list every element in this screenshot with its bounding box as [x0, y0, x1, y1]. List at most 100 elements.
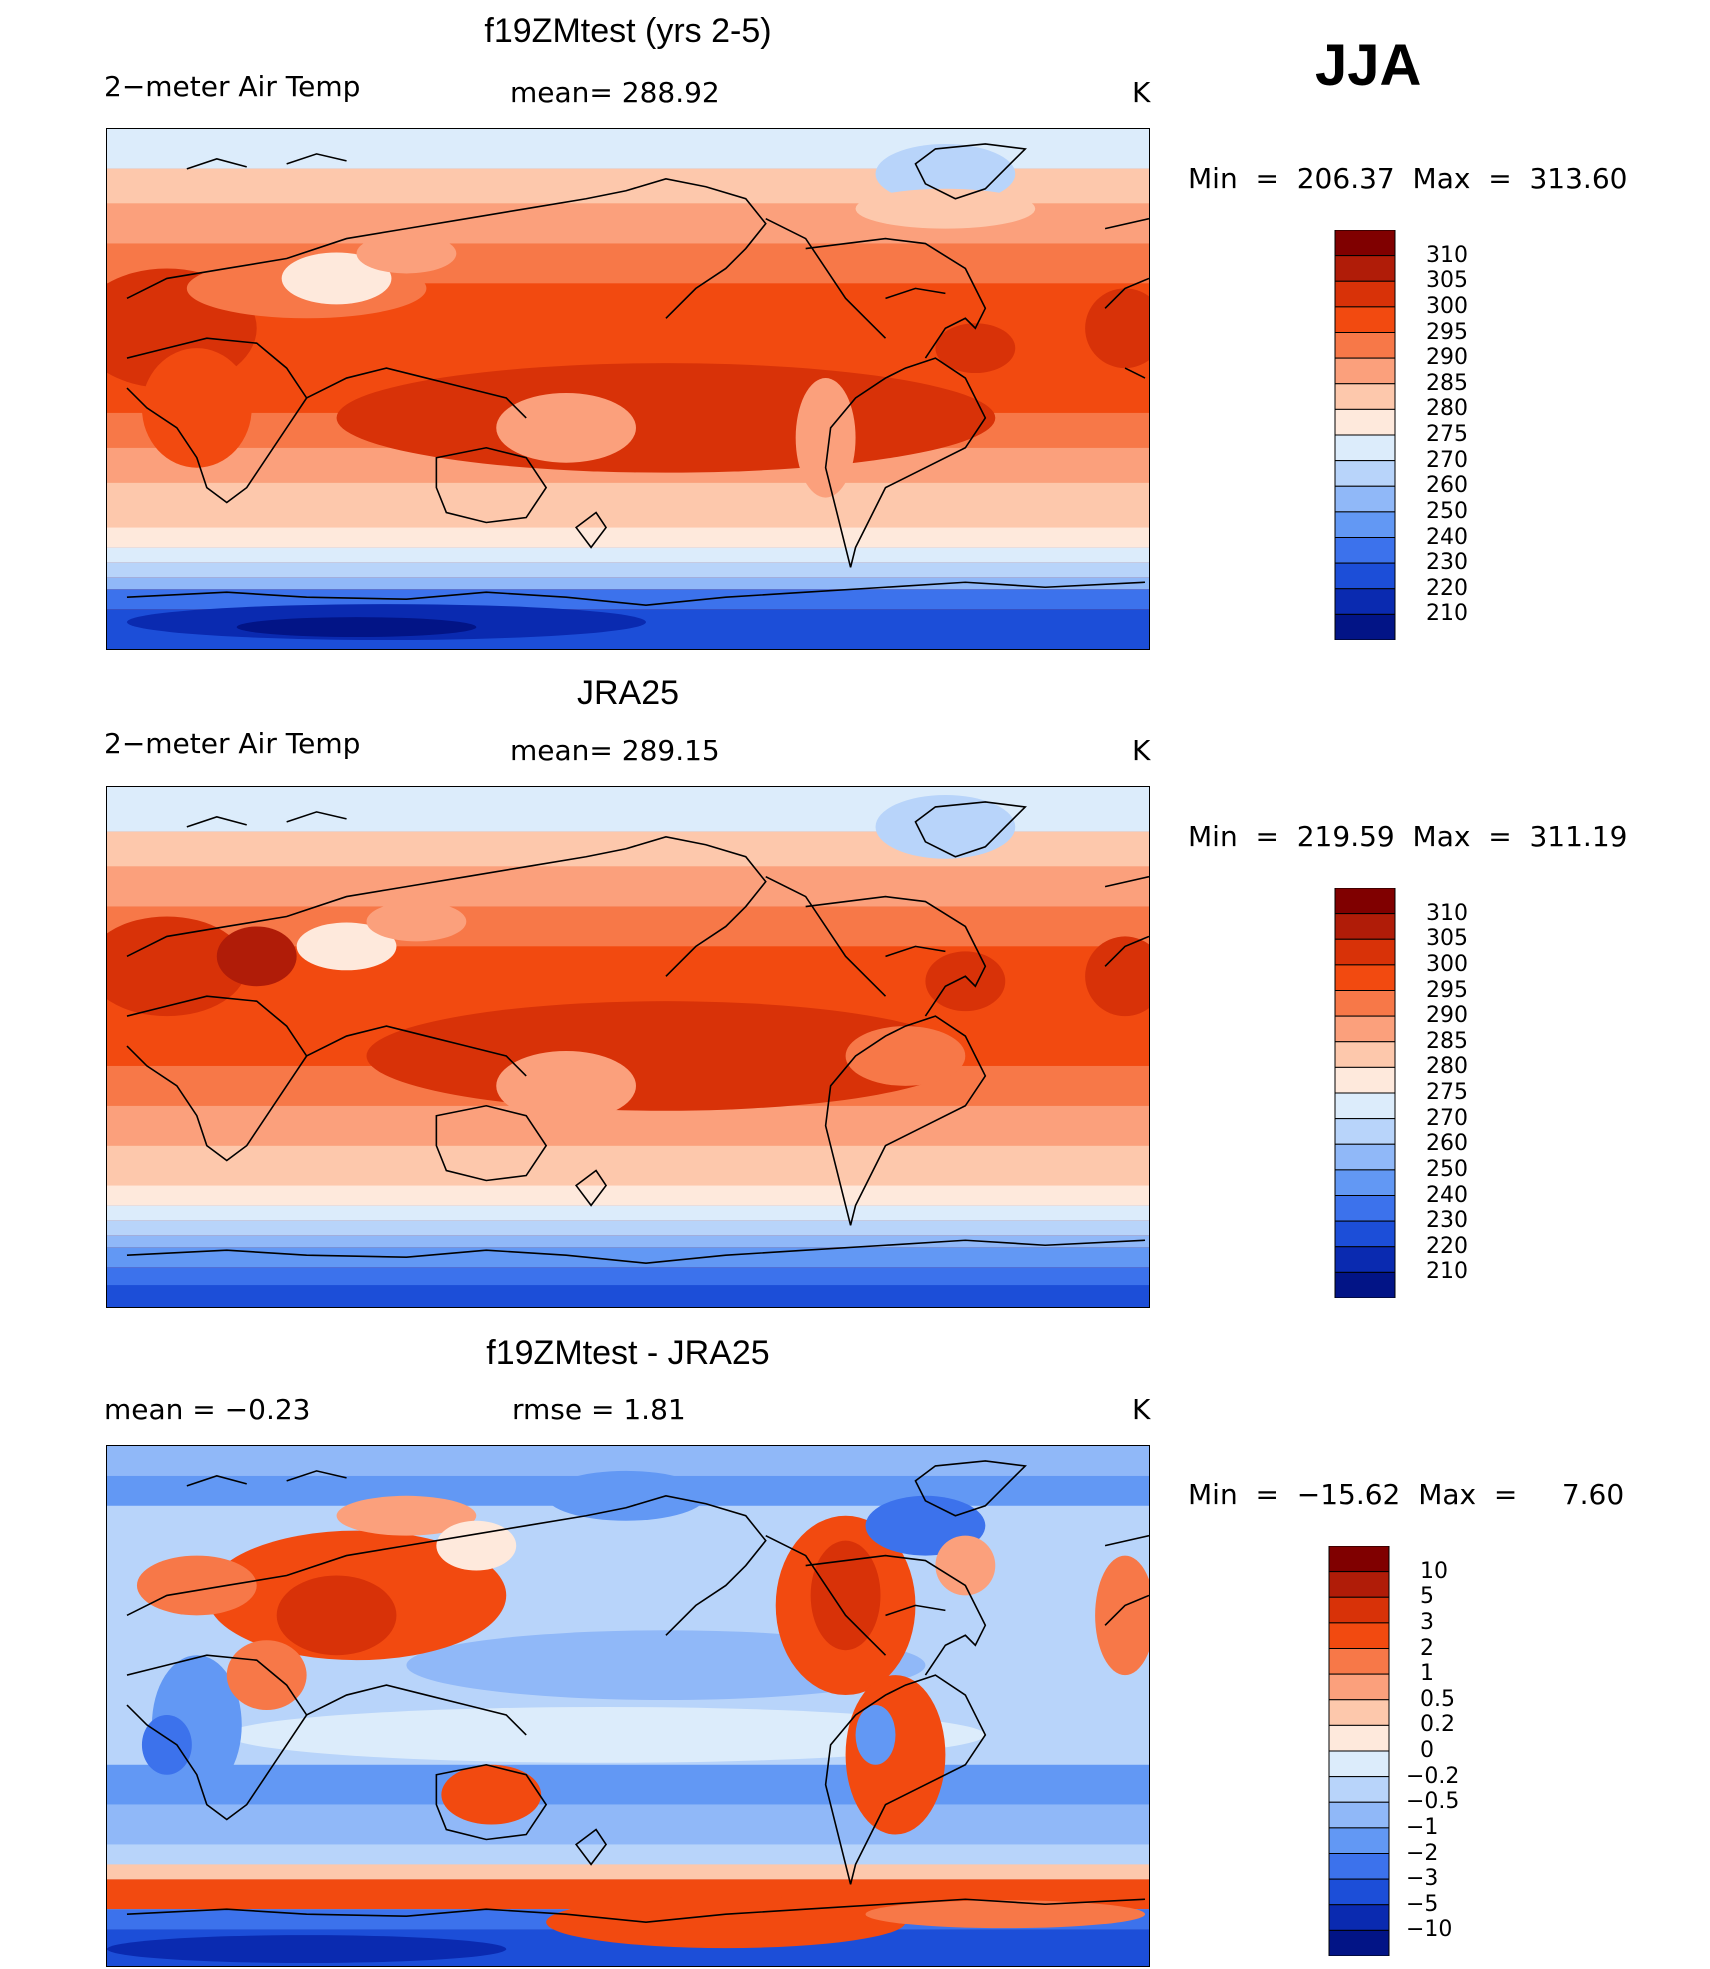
- colorbar-tick-label: −10: [1406, 1917, 1453, 1943]
- colorbar-swatch: [1328, 1622, 1390, 1649]
- panel-3-rmse-label: rmse = 1.81: [512, 1393, 686, 1426]
- colorbar-swatch: [1334, 434, 1396, 462]
- colorbar-swatch: [1334, 1143, 1396, 1171]
- colorbar-swatch: [1334, 1169, 1396, 1196]
- colorbar-tick-label: 270: [1426, 447, 1468, 473]
- panel-3-min-max: Min = −15.62 Max = 7.60: [1188, 1478, 1624, 1511]
- colorbar-tick-label: 275: [1426, 422, 1468, 447]
- colorbar-tick-label: 230: [1426, 1208, 1468, 1234]
- colorbar-tick-label: 280: [1426, 396, 1468, 422]
- colorbar-swatch: [1334, 230, 1396, 257]
- colorbar-tick-label: 295: [1426, 319, 1468, 345]
- colorbar-tick-label: 290: [1426, 345, 1468, 371]
- colorbar-tick-label: 210: [1426, 601, 1468, 627]
- panel-2-min-label: Min = 219.59: [1188, 820, 1395, 853]
- colorbar-swatch: [1328, 1801, 1390, 1829]
- colorbar-swatch: [1328, 1750, 1390, 1778]
- colorbar-tick-label: 260: [1426, 1131, 1468, 1157]
- colorbar-swatch: [1328, 1827, 1390, 1854]
- colorbar-swatch: [1328, 1648, 1390, 1675]
- colorbar-tick-label: 2: [1420, 1635, 1434, 1661]
- colorbar-swatch: [1334, 537, 1396, 564]
- colorbar-tick-label: 295: [1426, 977, 1468, 1003]
- panel-2-map: [106, 786, 1150, 1308]
- colorbar-tick-label: 230: [1426, 550, 1468, 576]
- panel-2-max-label: Max = 311.19: [1412, 820, 1628, 853]
- colorbar-tick-label: 270: [1426, 1105, 1468, 1131]
- colorbar-swatch: [1334, 255, 1396, 282]
- colorbar-swatch: [1334, 1246, 1396, 1273]
- colorbar-swatch: [1334, 1271, 1396, 1298]
- colorbar-swatch: [1334, 280, 1396, 308]
- colorbar-swatch: [1334, 913, 1396, 940]
- colorbar-swatch: [1328, 1571, 1390, 1598]
- panel-1-min-max: Min = 206.37 Max = 313.60: [1188, 162, 1627, 195]
- panel-3-map-field: [107, 1446, 1149, 1966]
- panel-3-mean-label: mean = −0.23: [104, 1393, 311, 1426]
- colorbar-tick-label: 240: [1426, 1182, 1468, 1208]
- colorbar-tick-label: 305: [1426, 268, 1468, 294]
- colorbar-tick-label: 250: [1426, 1156, 1468, 1182]
- colorbar-swatch: [1334, 1118, 1396, 1145]
- panel-2-colorbar-labels: 310 305 300 295 290 285 280 275 270 260 250 240 230 2…: [1412, 888, 1512, 1298]
- colorbar-swatch: [1334, 990, 1396, 1017]
- panel-1-colorbar-swatches: [1334, 230, 1396, 640]
- colorbar-tick-label: 210: [1426, 1259, 1468, 1285]
- colorbar-tick-label: 0: [1420, 1738, 1434, 1763]
- panel-1-map: [106, 128, 1150, 650]
- colorbar-swatch: [1334, 306, 1396, 333]
- colorbar-swatch: [1334, 588, 1396, 615]
- colorbar-swatch: [1334, 485, 1396, 513]
- panel-3-colorbar-swatches: [1328, 1546, 1390, 1956]
- panel-1-colorbar-labels: 310 305 300 295 290 285 280 275 270 260 250 240 230 2…: [1412, 230, 1512, 640]
- panel-3-min-label: Min = −15.62: [1188, 1478, 1401, 1511]
- panel-1-min-label: Min = 206.37: [1188, 162, 1395, 195]
- colorbar-tick-label: −0.2: [1406, 1763, 1460, 1789]
- colorbar-tick-label: 220: [1426, 575, 1468, 601]
- panel-3-map: [106, 1445, 1150, 1967]
- panel-3-max-label: Max = 7.60: [1418, 1478, 1625, 1511]
- panel-1-variable-label: 2−meter Air Temp: [104, 70, 361, 103]
- colorbar-tick-label: −3: [1406, 1866, 1439, 1892]
- colorbar-swatch: [1334, 383, 1396, 410]
- panel-2-units-label: K: [1132, 734, 1151, 767]
- panel-2-title: JRA25: [576, 674, 680, 712]
- colorbar-swatch: [1328, 1596, 1390, 1624]
- panel-1-map-field: [107, 129, 1149, 649]
- colorbar-swatch: [1334, 332, 1396, 359]
- colorbar-tick-label: 300: [1426, 951, 1468, 977]
- colorbar-swatch: [1328, 1699, 1390, 1726]
- colorbar-tick-label: 10: [1420, 1558, 1448, 1584]
- colorbar-swatch: [1334, 1220, 1396, 1248]
- colorbar-tick-label: 310: [1426, 242, 1468, 268]
- colorbar-tick-label: −1: [1406, 1814, 1439, 1840]
- colorbar-swatch: [1328, 1929, 1390, 1956]
- colorbar-swatch: [1334, 1195, 1396, 1222]
- panel-2-mean-label: mean= 289.15: [510, 734, 720, 767]
- colorbar-swatch: [1334, 1041, 1396, 1068]
- panel-1-colorbar: [1334, 230, 1396, 640]
- colorbar-tick-label: 300: [1426, 293, 1468, 319]
- colorbar-tick-label: 1: [1420, 1661, 1434, 1687]
- panel-3-title: f19ZMtest - JRA25: [486, 1334, 770, 1372]
- colorbar-swatch: [1334, 613, 1396, 640]
- panel-2-map-field: [107, 787, 1149, 1307]
- colorbar-tick-label: −0.5: [1406, 1789, 1460, 1815]
- colorbar-tick-label: 0.5: [1420, 1686, 1455, 1712]
- colorbar-swatch: [1334, 460, 1396, 487]
- colorbar-swatch: [1328, 1546, 1390, 1573]
- colorbar-tick-label: 290: [1426, 1003, 1468, 1029]
- panel-3-units-label: K: [1132, 1393, 1151, 1426]
- colorbar-swatch: [1334, 511, 1396, 538]
- colorbar-swatch: [1328, 1853, 1390, 1880]
- panel-3-colorbar-labels: 10 5 3 2 1 0.5 0.2 0 −0.2 −0.5 −1 −2 −3 −5 −10: [1406, 1546, 1506, 1956]
- colorbar-swatch: [1328, 1776, 1390, 1803]
- colorbar-tick-label: 240: [1426, 524, 1468, 550]
- panel-3-colorbar: [1328, 1546, 1390, 1956]
- colorbar-tick-label: 285: [1426, 1028, 1468, 1054]
- colorbar-tick-label: 310: [1426, 900, 1468, 926]
- colorbar-tick-label: 260: [1426, 473, 1468, 499]
- colorbar-tick-label: 250: [1426, 498, 1468, 524]
- colorbar-swatch: [1334, 938, 1396, 966]
- colorbar-swatch: [1334, 964, 1396, 991]
